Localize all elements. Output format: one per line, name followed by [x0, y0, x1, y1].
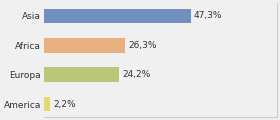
Bar	[44, 97, 50, 111]
Bar	[44, 67, 119, 82]
Text: 26,3%: 26,3%	[129, 41, 157, 50]
Text: 24,2%: 24,2%	[122, 70, 150, 79]
Bar	[44, 9, 190, 23]
Text: 47,3%: 47,3%	[193, 11, 222, 20]
Bar	[44, 38, 125, 53]
Text: 2,2%: 2,2%	[53, 100, 76, 109]
